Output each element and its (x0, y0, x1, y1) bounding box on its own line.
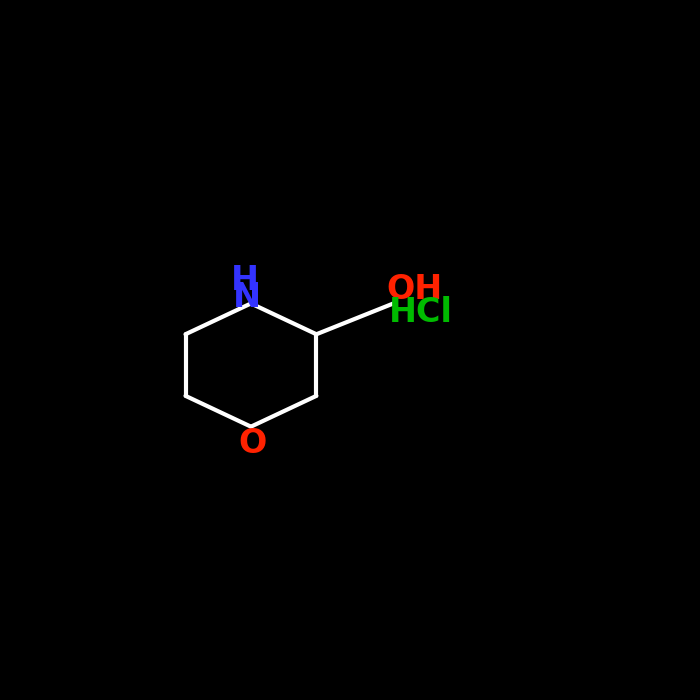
Text: H: H (231, 264, 259, 297)
Text: N: N (233, 281, 261, 314)
Text: O: O (239, 427, 267, 460)
Text: OH: OH (387, 273, 443, 306)
Text: HCl: HCl (389, 296, 452, 329)
